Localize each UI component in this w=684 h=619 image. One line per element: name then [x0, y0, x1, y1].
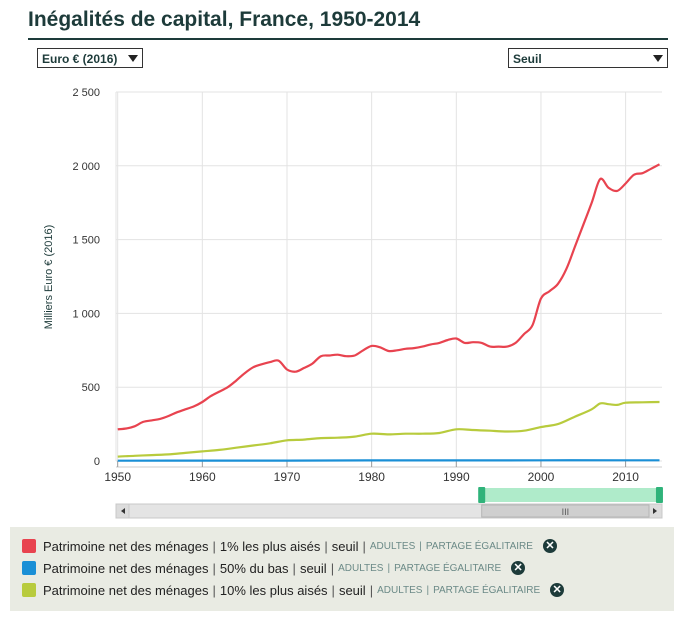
currency-select-value: Euro € (2016): [42, 52, 118, 66]
x-tick-label: 1990: [443, 470, 470, 484]
x-tick-label: 1970: [274, 470, 301, 484]
remove-series-button[interactable]: ✕: [511, 561, 526, 575]
close-icon: ✕: [513, 562, 523, 574]
close-icon: ✕: [545, 540, 555, 552]
x-tick-label: 2010: [612, 470, 639, 484]
legend-indicator: Patrimoine net des ménages: [43, 538, 209, 554]
arrow-left-icon: [121, 508, 125, 514]
y-tick-label: 500: [82, 382, 100, 394]
legend-item-top10: Patrimoine net des ménages | 10% les plus…: [22, 580, 565, 600]
legend-unit: ADULTES: [377, 584, 423, 596]
y-tick-label: 2 500: [72, 87, 100, 99]
legend-indicator: Patrimoine net des ménages: [43, 560, 209, 576]
page-title: Inégalités de capital, France, 1950-2014: [28, 8, 421, 31]
line-chart: 0 500 1 000 1 500 2 000 2 500 1950 1960 1970 198…: [43, 87, 663, 519]
series-line-red: [117, 163, 661, 431]
legend-group: 10% les plus aisés: [219, 582, 328, 598]
y-axis-ticks: 0 500 1 000 1 500 2 000 2 500: [72, 87, 100, 468]
series-line-green: [117, 400, 660, 458]
legend-swatch-red: [22, 539, 36, 553]
measure-select[interactable]: Seuil: [508, 48, 668, 68]
legend-measure: seuil: [338, 582, 366, 598]
legend-unit: ADULTES: [369, 540, 416, 552]
legend-item-bottom50: Patrimoine net des ménages | 50% du bas | …: [22, 558, 526, 578]
y-tick-label: 2 000: [72, 161, 100, 173]
legend-group: 50% du bas: [219, 560, 289, 576]
legend-item-top1: Patrimoine net des ménages | 1% les plus …: [22, 536, 557, 556]
legend-measure: seuil: [299, 560, 327, 576]
x-tick-label: 2000: [528, 470, 555, 484]
navigator-handle-right[interactable]: [655, 487, 663, 503]
chevron-down-icon: [128, 55, 138, 62]
navigator-selection[interactable]: [481, 488, 660, 502]
title-divider: [28, 38, 668, 40]
y-tick-label: 1 000: [72, 308, 100, 320]
grip-icon: III: [562, 507, 570, 517]
legend-measure: seuil: [331, 538, 359, 554]
measure-select-value: Seuil: [513, 52, 542, 66]
x-axis-ticks: 1950 1960 1970 1980 1990 2000 2010: [104, 461, 639, 484]
navigator-handle-left[interactable]: [478, 487, 486, 503]
x-tick-label: 1950: [104, 470, 131, 484]
remove-series-button[interactable]: ✕: [550, 583, 565, 597]
legend-unit: ADULTES: [338, 562, 384, 574]
currency-select[interactable]: Euro € (2016): [37, 48, 143, 68]
legend-method: PARTAGE ÉGALITAIRE: [425, 540, 533, 552]
legend-panel: Patrimoine net des ménages | 1% les plus …: [10, 527, 674, 611]
x-tick-label: 1980: [358, 470, 385, 484]
y-axis-label: Milliers Euro € (2016): [43, 225, 55, 330]
legend-method: PARTAGE ÉGALITAIRE: [433, 584, 541, 596]
scrollbar-thumb[interactable]: [481, 504, 650, 518]
close-icon: ✕: [552, 584, 562, 596]
arrow-right-icon: [653, 508, 657, 514]
y-tick-label: 1 500: [72, 235, 100, 247]
x-tick-label: 1960: [189, 470, 216, 484]
series-lines: [117, 163, 661, 462]
legend-group: 1% les plus aisés: [219, 538, 321, 554]
grid-lines: [115, 91, 662, 468]
remove-series-button[interactable]: ✕: [542, 539, 557, 553]
legend-swatch-green: [22, 583, 36, 597]
navigator: III: [115, 487, 663, 519]
chevron-down-icon: [653, 55, 663, 62]
y-tick-label: 0: [94, 456, 100, 468]
legend-swatch-blue: [22, 561, 36, 575]
legend-method: PARTAGE ÉGALITAIRE: [394, 562, 502, 574]
legend-indicator: Patrimoine net des ménages: [43, 582, 209, 598]
